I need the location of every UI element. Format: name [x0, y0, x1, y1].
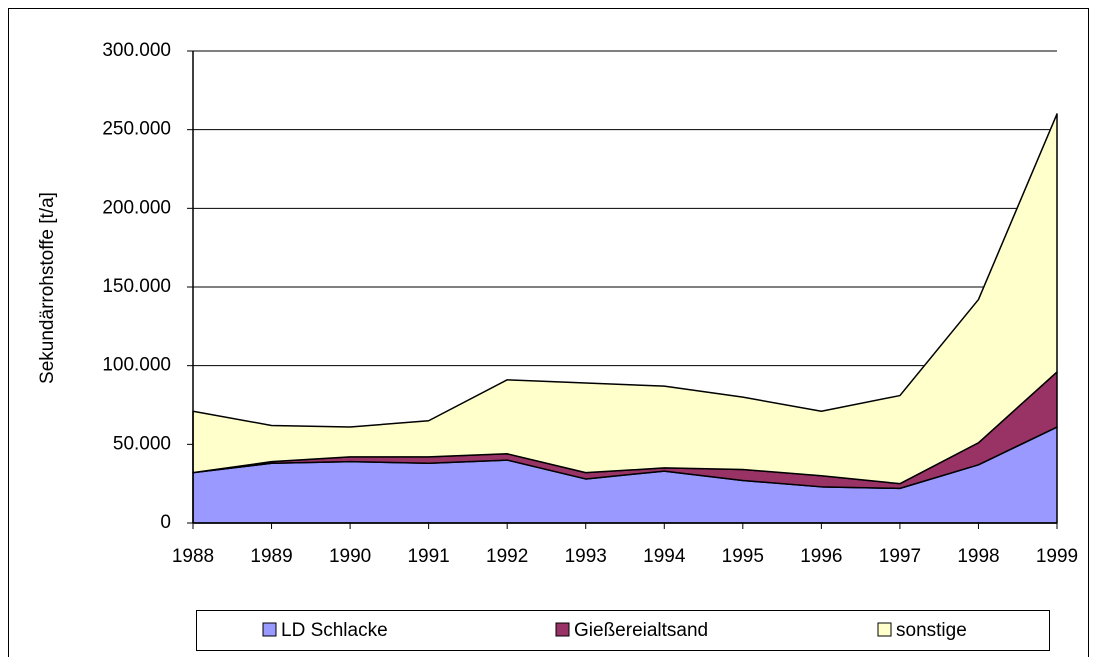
- legend-swatch: [877, 622, 892, 637]
- legend-label: LD Schlacke: [281, 620, 388, 641]
- y-tick-label: 0: [160, 512, 171, 533]
- y-tick-label: 250.000: [102, 119, 171, 140]
- legend-label: sonstige: [896, 620, 967, 641]
- legend-swatch: [555, 622, 570, 637]
- x-tick-label: 1998: [957, 546, 999, 567]
- area: [192, 113, 1058, 485]
- x-tick-label: 1999: [1036, 546, 1078, 567]
- chart-frame: [8, 8, 1089, 662]
- x-tick-label: 1993: [565, 546, 607, 567]
- x-tick-label: 1989: [250, 546, 292, 567]
- x-tick-label: 1996: [800, 546, 842, 567]
- y-tick-label: 200.000: [102, 197, 171, 218]
- x-tick-label: 1991: [407, 546, 449, 567]
- y-tick-label: 100.000: [102, 355, 171, 376]
- y-axis-label: Sekundärrohstoffe [t/a]: [37, 192, 58, 384]
- y-tick-label: 50.000: [113, 433, 171, 454]
- legend-label: Gießereialtsand: [574, 620, 708, 641]
- legend-box: [196, 610, 1050, 651]
- x-tick-label: 1992: [486, 546, 528, 567]
- x-tick-label: 1997: [879, 546, 921, 567]
- x-tick-label: 1990: [329, 546, 371, 567]
- y-tick-label: 150.000: [102, 276, 171, 297]
- x-tick-label: 1995: [722, 546, 764, 567]
- y-tick-label: 300.000: [102, 40, 171, 61]
- legend-swatch: [262, 622, 277, 637]
- x-tick-label: 1988: [172, 546, 214, 567]
- x-tick-label: 1994: [643, 546, 686, 567]
